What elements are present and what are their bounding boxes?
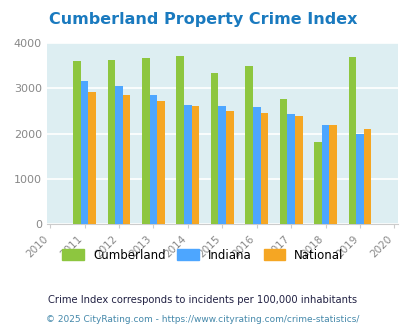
Bar	[122, 95, 130, 224]
Bar	[260, 113, 267, 224]
Bar	[348, 56, 355, 224]
Bar	[355, 134, 363, 224]
Bar	[191, 106, 199, 224]
Bar	[107, 60, 115, 224]
Bar	[321, 125, 328, 224]
Bar	[183, 105, 191, 224]
Bar	[115, 86, 122, 224]
Bar	[81, 81, 88, 224]
Bar	[313, 142, 321, 224]
Bar	[211, 73, 218, 224]
Bar	[279, 99, 287, 224]
Bar	[328, 125, 336, 224]
Legend: Cumberland, Indiana, National: Cumberland, Indiana, National	[58, 244, 347, 266]
Bar	[176, 56, 183, 224]
Bar	[245, 66, 252, 224]
Bar	[88, 92, 96, 224]
Bar	[218, 106, 226, 224]
Bar	[226, 111, 233, 224]
Bar	[142, 58, 149, 224]
Bar	[363, 129, 371, 224]
Bar	[157, 101, 164, 224]
Bar	[73, 61, 81, 224]
Bar	[252, 107, 260, 224]
Text: Cumberland Property Crime Index: Cumberland Property Crime Index	[49, 12, 356, 26]
Bar	[149, 95, 157, 224]
Bar	[287, 114, 294, 224]
Text: Crime Index corresponds to incidents per 100,000 inhabitants: Crime Index corresponds to incidents per…	[48, 295, 357, 305]
Bar	[294, 116, 302, 224]
Text: © 2025 CityRating.com - https://www.cityrating.com/crime-statistics/: © 2025 CityRating.com - https://www.city…	[46, 315, 359, 324]
